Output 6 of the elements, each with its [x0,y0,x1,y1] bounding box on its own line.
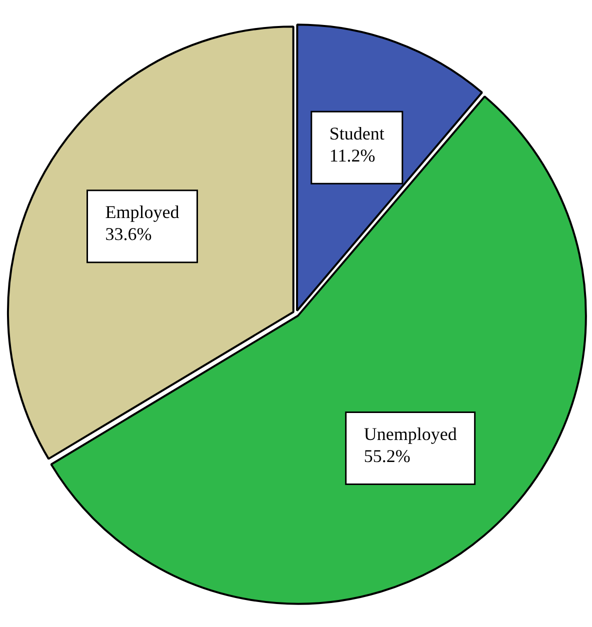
slice-label: Unemployed [364,424,457,444]
data-label: 55.2% [364,446,410,466]
slice-label: Student [329,123,384,144]
data-label: 33.6% [105,224,152,244]
slice-label: Employed [105,202,180,222]
data-label: 11.2% [329,145,376,166]
